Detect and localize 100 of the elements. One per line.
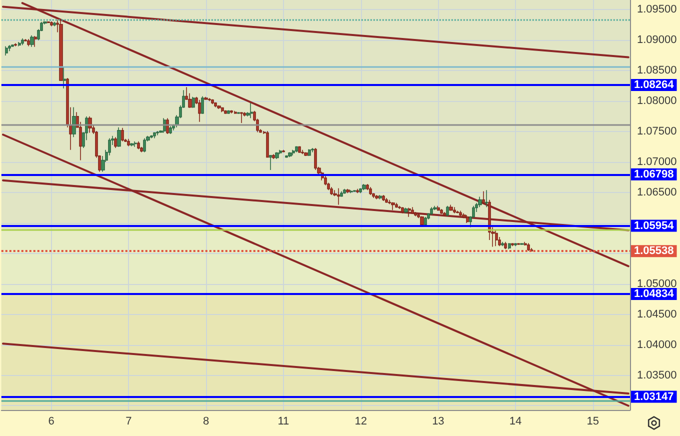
candlestick <box>433 206 437 211</box>
candlestick <box>208 98 211 102</box>
candlestick <box>391 202 395 211</box>
candlestick <box>495 230 498 247</box>
y-tick-label: 1.04500 <box>637 308 677 320</box>
candlestick <box>308 148 311 156</box>
candlestick <box>27 38 30 47</box>
candlestick <box>437 206 440 212</box>
candlestick <box>240 112 243 124</box>
candlestick <box>398 206 401 210</box>
candlestick <box>217 104 221 110</box>
candlestick <box>401 206 404 214</box>
candlestick <box>359 188 362 194</box>
candlestick <box>279 149 282 155</box>
candlestick <box>520 242 524 246</box>
candlestick <box>230 110 233 114</box>
candlestick <box>369 186 372 196</box>
ref-line-label: 1.03147 <box>634 390 674 403</box>
y-tick-label: 1.05000 <box>637 278 677 290</box>
y-tick-label: 1.06500 <box>637 186 677 199</box>
candlestick <box>285 154 288 158</box>
y-tick-label: 1.03500 <box>637 369 677 382</box>
y-tick-label: 1.07500 <box>637 126 677 138</box>
candlestick <box>304 152 308 156</box>
ref-line-label: 1.05954 <box>634 220 675 232</box>
candlestick <box>221 106 224 112</box>
candlestick <box>237 112 240 114</box>
candlestick <box>446 206 449 217</box>
candlestick <box>430 206 433 216</box>
candlestick <box>330 186 333 196</box>
candlestick <box>508 242 511 250</box>
candlestick <box>134 140 137 148</box>
candlestick <box>224 110 227 114</box>
x-tick-label: 12 <box>354 416 367 428</box>
candlestick <box>14 42 17 47</box>
candlestick <box>201 96 204 114</box>
candlestick <box>298 146 301 154</box>
candlestick <box>404 207 408 214</box>
x-tick-label: 8 <box>203 416 210 428</box>
ref-line-label: 1.06798 <box>634 168 674 180</box>
y-tick-label: 1.09500 <box>637 4 677 16</box>
candlestick <box>527 242 530 252</box>
candlestick <box>395 202 398 208</box>
candlestick <box>282 149 285 153</box>
candlestick <box>440 208 443 214</box>
candlestick <box>250 102 253 119</box>
candlestick <box>411 206 414 214</box>
candlestick <box>362 184 366 190</box>
candlestick <box>356 188 359 194</box>
y-tick-label: 1.07000 <box>637 156 677 168</box>
candlestick <box>324 176 327 186</box>
candlestick <box>214 102 217 108</box>
candlestick <box>21 38 24 46</box>
x-tick-label: 13 <box>432 416 444 428</box>
candlestick <box>375 194 379 200</box>
candlestick <box>501 241 504 247</box>
candlestick <box>275 152 279 160</box>
candlestick <box>269 154 272 170</box>
candlestick <box>466 214 469 224</box>
candlestick <box>379 194 382 200</box>
candlestick <box>485 190 488 208</box>
candlestick <box>192 96 195 108</box>
candlestick <box>50 20 53 27</box>
candlestick <box>420 216 424 226</box>
candlestick <box>295 146 298 153</box>
candlestick <box>511 242 514 247</box>
candlestick <box>169 126 172 134</box>
candlestick <box>340 190 343 198</box>
candlestick <box>30 34 34 48</box>
candlestick <box>350 190 353 194</box>
candlestick <box>18 42 21 47</box>
candlestick <box>114 136 117 148</box>
candlestick <box>408 207 411 218</box>
ref-line-label: 1.05538 <box>634 245 674 258</box>
candlestick <box>292 149 295 156</box>
candlestick <box>517 242 520 246</box>
candlestick <box>382 194 385 202</box>
candlestick <box>143 138 146 153</box>
candlestick <box>311 148 314 153</box>
candlestick <box>449 204 453 212</box>
ref-line-label: 1.04834 <box>634 288 675 300</box>
y-tick-label: 1.08500 <box>637 64 677 77</box>
y-tick-label: 1.04000 <box>637 338 677 351</box>
candlestick <box>288 152 292 158</box>
candlestick <box>456 210 459 214</box>
candlestick <box>301 149 304 155</box>
candlestick <box>272 154 275 160</box>
candlestick <box>204 96 208 100</box>
candlestick <box>130 142 134 147</box>
x-tick-label: 14 <box>509 416 522 428</box>
candlestick <box>211 98 214 105</box>
y-tick-label: 1.08000 <box>637 95 677 108</box>
candlestick <box>343 188 346 194</box>
candlestick <box>453 206 456 214</box>
candlestick <box>314 148 317 170</box>
candlestick <box>346 188 350 194</box>
ref-line-label: 1.08264 <box>634 79 675 92</box>
x-tick-label: 7 <box>126 416 132 428</box>
candlestick <box>11 44 14 48</box>
candlestick <box>266 130 269 158</box>
